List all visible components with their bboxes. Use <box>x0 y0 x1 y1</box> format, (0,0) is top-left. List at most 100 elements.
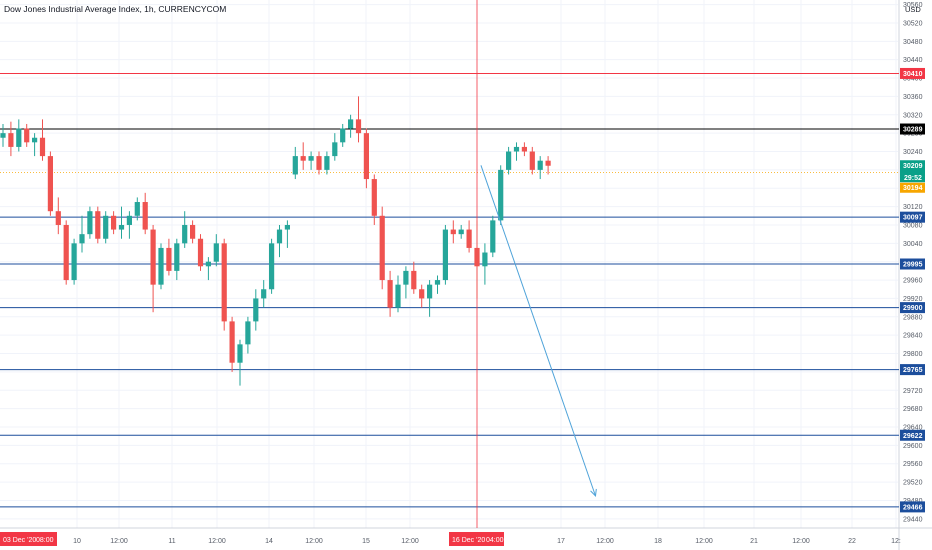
x-tick-label: 14 <box>265 538 273 545</box>
candle-body <box>24 128 30 143</box>
candle-body <box>513 146 520 152</box>
level-price-tag <box>900 364 925 376</box>
candle-body <box>213 243 219 262</box>
candle-body <box>39 137 46 157</box>
candle-body <box>166 247 172 271</box>
y-tick-label: 30520 <box>903 20 923 27</box>
x-tick-label: 12:00 <box>695 538 713 545</box>
candle-body <box>545 160 551 166</box>
candle-body <box>205 261 211 267</box>
x-tick-label: 12:00 <box>305 538 323 545</box>
y-tick-label: 29800 <box>903 351 923 358</box>
candle-body <box>174 243 180 271</box>
level-price-label: 30097 <box>903 215 923 222</box>
candle-body <box>229 321 235 363</box>
x-tick-label: 12:00 <box>596 538 614 545</box>
y-tick-label: 30440 <box>903 57 923 64</box>
candle-body <box>269 243 275 290</box>
y-tick-label: 30360 <box>903 94 923 101</box>
candle-body <box>118 224 125 230</box>
x-tick-label: 12: <box>891 538 901 545</box>
y-tick-label: 30320 <box>903 112 923 119</box>
candle-body <box>150 229 156 285</box>
time-highlight-left-date: 03 Dec '20 <box>3 537 36 544</box>
candle-body <box>521 146 527 152</box>
candle-body <box>363 133 369 180</box>
candle-body <box>276 229 283 244</box>
level-price-tag <box>900 302 925 314</box>
x-tick-label: 15 <box>362 538 370 545</box>
chart-title: Dow Jones Industrial Average Index, 1h, … <box>4 4 227 14</box>
candle-body <box>142 202 148 230</box>
x-tick-label: 12:00 <box>110 538 128 545</box>
level-price-tag <box>900 67 925 79</box>
level-price-label: 29466 <box>903 504 923 511</box>
current-price-label: 30209 <box>903 163 923 170</box>
candle-body <box>190 224 196 239</box>
y-tick-label: 29520 <box>903 480 923 487</box>
candle-body <box>411 270 417 290</box>
candle-body <box>182 224 188 244</box>
candle-body <box>87 211 93 235</box>
candle-body <box>490 220 496 253</box>
candle-body <box>79 234 85 244</box>
y-tick-label: 29920 <box>903 296 923 303</box>
candle-body <box>529 151 535 170</box>
x-tick-label: 22 <box>848 538 856 545</box>
candle-body <box>237 344 243 363</box>
candle-body <box>111 215 117 230</box>
candle-body <box>197 238 204 267</box>
candle-body <box>316 156 322 170</box>
currency-label: USD <box>905 5 921 14</box>
candle-body <box>221 243 227 322</box>
time-highlight-center-time: 04:00 <box>486 537 504 544</box>
level-price-label: 30289 <box>903 127 923 134</box>
candle-body <box>427 284 433 299</box>
candle-body <box>332 142 338 157</box>
level-price-label: 29995 <box>903 262 923 269</box>
x-tick-label: 12:00 <box>401 538 419 545</box>
y-tick-label: 30080 <box>903 222 923 229</box>
y-tick-label: 30040 <box>903 241 923 248</box>
level-price-tag <box>900 501 925 513</box>
candle-body <box>71 243 77 281</box>
candle-body <box>340 128 346 143</box>
candle-body <box>371 179 377 216</box>
y-tick-label: 30120 <box>903 204 923 211</box>
projection-arrow-line[interactable] <box>480 165 596 497</box>
y-tick-label: 29640 <box>903 424 923 431</box>
candle-body <box>348 119 354 129</box>
orange-price-label: 30194 <box>903 185 923 192</box>
x-tick-label: 12:00 <box>792 538 810 545</box>
candle-body <box>419 289 425 299</box>
candle-body <box>32 137 38 143</box>
y-tick-label: 29560 <box>903 461 923 468</box>
candle-body <box>253 298 259 322</box>
candle-body <box>284 224 290 230</box>
candle-body <box>134 202 140 216</box>
time-highlight-center <box>449 532 504 546</box>
level-price-tag <box>900 211 925 223</box>
candle-body <box>16 128 22 147</box>
x-tick-label: 10 <box>73 538 81 545</box>
candle-body <box>434 280 441 285</box>
candle-body <box>403 270 409 285</box>
candle-body <box>292 156 298 175</box>
bar-countdown-label: 29:52 <box>904 175 922 182</box>
y-tick-label: 29880 <box>903 314 923 321</box>
candle-body <box>300 156 306 161</box>
x-tick-label: 11 <box>168 538 175 545</box>
candle-body <box>0 133 6 138</box>
y-tick-label: 29600 <box>903 443 923 450</box>
candle-body <box>308 156 314 161</box>
candle-body <box>537 160 543 170</box>
y-tick-label: 29440 <box>903 516 923 523</box>
candle-body <box>47 156 53 212</box>
candle-body <box>55 211 61 225</box>
level-price-label: 29765 <box>903 367 923 374</box>
projection-arrow-head <box>590 488 597 497</box>
y-tick-label: 29720 <box>903 388 923 395</box>
candle-body <box>379 215 385 281</box>
